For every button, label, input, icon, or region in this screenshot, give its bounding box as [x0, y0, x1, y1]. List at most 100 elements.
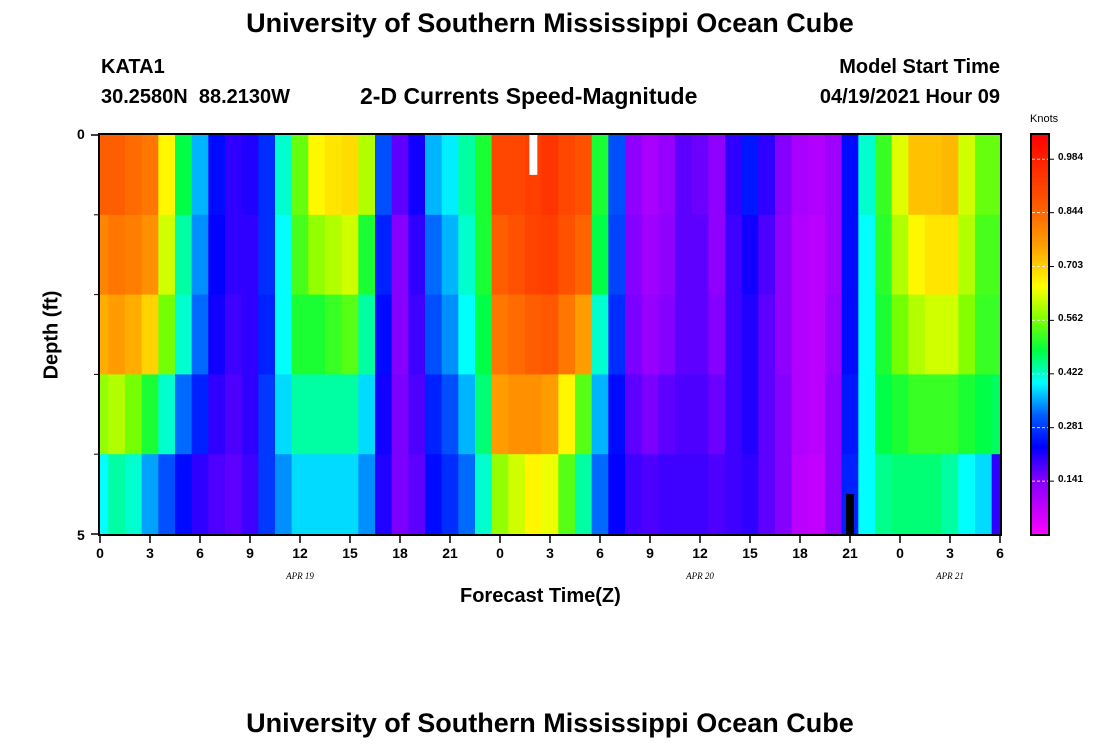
heatmap-cell [575, 135, 593, 216]
heatmap-cell [291, 294, 309, 375]
heatmap-cell [675, 454, 693, 535]
heatmap-cell [908, 214, 926, 296]
heatmap-cell [658, 135, 676, 216]
heatmap-cell [858, 214, 876, 296]
heatmap-cell [491, 135, 509, 216]
heatmap-cell [325, 135, 343, 216]
x-tick-label: 0 [496, 545, 504, 561]
heatmap-cell [841, 214, 859, 296]
heatmap-cell [508, 214, 526, 296]
heatmap-cell [841, 374, 859, 455]
heatmap-cell [941, 454, 959, 535]
heatmap-cell [525, 454, 543, 535]
heatmap-cell [525, 135, 543, 216]
event-marker [846, 494, 854, 534]
heatmap-cell [625, 214, 643, 296]
heatmap-cell [558, 214, 576, 296]
heatmap-cell [991, 294, 1001, 375]
heatmap-cell [858, 294, 876, 375]
heatmap-cell [641, 374, 659, 455]
heatmap-cell [158, 294, 176, 375]
heatmap-cell [525, 374, 543, 455]
station-id: KATA1 [101, 56, 165, 78]
heatmap-cell [808, 454, 826, 535]
heatmap-cell [475, 294, 493, 375]
heatmap-cell [158, 374, 176, 455]
heatmap-cell [341, 454, 359, 535]
heatmap-cell [691, 454, 709, 535]
heatmap-cell [225, 214, 243, 296]
heatmap-cell [275, 294, 293, 375]
heatmap-cell [591, 454, 609, 535]
model-start-label: Model Start Time [839, 56, 1000, 78]
heatmap-cell [591, 374, 609, 455]
heatmap-cell [258, 454, 276, 535]
heatmap-cell [458, 454, 476, 535]
heatmap-cell [141, 294, 159, 375]
heatmap-cell [691, 135, 709, 216]
heatmap-cell [275, 214, 293, 296]
heatmap-cell [241, 135, 259, 216]
heatmap-cell [208, 374, 226, 455]
heatmap-cell [941, 294, 959, 375]
heatmap-cell [508, 135, 526, 216]
heatmap-cell [641, 294, 659, 375]
heatmap-cell [441, 374, 459, 455]
heatmap-cell [925, 374, 943, 455]
heatmap-cell [508, 374, 526, 455]
colorbar-tick-label: 0.422 [1058, 366, 1084, 378]
heatmap-cell [100, 454, 109, 535]
heatmap-cell [475, 374, 493, 455]
heatmap-cell [775, 135, 793, 216]
heatmap-cell [358, 454, 376, 535]
colorbar [1030, 133, 1054, 536]
heatmap-cell [375, 374, 393, 455]
heatmap-cell [941, 214, 959, 296]
heatmap-cell [975, 214, 993, 296]
heatmap-cell [125, 294, 143, 375]
heatmap-cell [325, 454, 343, 535]
heatmap-cell [625, 454, 643, 535]
heatmap-cell [341, 374, 359, 455]
heatmap-cell [358, 374, 376, 455]
heatmap-cell [475, 214, 493, 296]
model-start-value: 04/19/2021 Hour 09 [819, 86, 1000, 108]
heatmap-cell [225, 454, 243, 535]
heatmap-cell [358, 214, 376, 296]
heatmap-cell [425, 135, 443, 216]
heatmap-cell [591, 294, 609, 375]
heatmap-cell [308, 294, 326, 375]
colorbar-tick-label: 0.141 [1058, 474, 1084, 486]
heatmap-cell [458, 374, 476, 455]
heatmap-cell [741, 214, 759, 296]
date-label: APR 21 [936, 571, 964, 581]
heatmap-cell [100, 214, 109, 296]
heatmap-cell [208, 214, 226, 296]
heatmap-cell [491, 454, 509, 535]
heatmap-cell [925, 214, 943, 296]
y-tick-label-top: 0 [77, 126, 85, 142]
heatmap-cell [491, 374, 509, 455]
heatmap-cell [841, 135, 859, 216]
heatmap-cell [441, 214, 459, 296]
x-tick-label: 18 [392, 545, 408, 561]
station-coordinates: 30.2580N 88.2130W [101, 86, 291, 108]
heatmap-cell [608, 214, 626, 296]
heatmap-cell [225, 374, 243, 455]
heatmap-cell [425, 374, 443, 455]
heatmap-cell [341, 214, 359, 296]
heatmap-cell [125, 454, 143, 535]
heatmap-cell [525, 214, 543, 296]
heatmap-cell [791, 374, 809, 455]
heatmap-cell [875, 454, 893, 535]
heatmap-cell [691, 294, 709, 375]
heatmap-cell [875, 214, 893, 296]
chart-title: 2-D Currents Speed-Magnitude [360, 83, 698, 109]
heatmap-cell [225, 135, 243, 216]
heatmap-cell [641, 135, 659, 216]
x-axis-label: Forecast Time(Z) [460, 585, 621, 607]
heatmap-cell [391, 294, 409, 375]
x-tick-label: 15 [342, 545, 358, 561]
heatmap-cell [241, 294, 259, 375]
